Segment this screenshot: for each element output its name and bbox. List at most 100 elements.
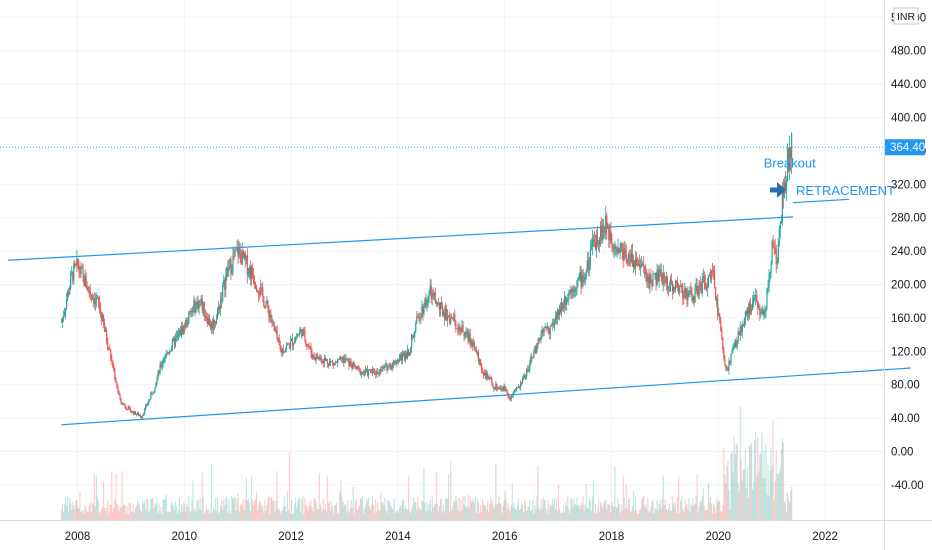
volume-bar	[587, 509, 589, 520]
candle-body	[625, 254, 627, 264]
volume-bar	[226, 496, 228, 520]
candle-body	[164, 358, 166, 360]
volume-bar	[156, 496, 158, 520]
volume-bar	[641, 499, 643, 520]
volume-bar	[293, 503, 296, 520]
candle-body	[787, 147, 790, 170]
volume-bar	[106, 508, 108, 520]
candle-body	[245, 255, 247, 260]
trendlines[interactable]	[8, 198, 911, 426]
volume-bar	[336, 502, 338, 520]
volume-bar	[146, 498, 148, 520]
volume-bar	[602, 508, 604, 520]
x-axis-labels[interactable]: 2008 2010 2012 2014 2016 2018 2020 2022	[65, 531, 838, 543]
volume-bar	[250, 476, 253, 520]
volume-bar	[603, 501, 605, 520]
volume-bar	[91, 503, 93, 520]
candle-body	[538, 339, 540, 344]
volume-bar	[233, 496, 235, 520]
candle-body	[160, 364, 162, 368]
candle-body	[610, 231, 612, 243]
volume-bar	[498, 496, 500, 520]
candle-body	[331, 361, 334, 363]
volume-bar	[365, 498, 368, 520]
currency-badge[interactable]: INR	[893, 7, 919, 25]
candle-body	[565, 296, 567, 305]
volume-bar	[544, 500, 546, 520]
candle-body	[140, 416, 143, 418]
candle-body	[613, 248, 615, 250]
y-tick-label: 0.00	[891, 447, 913, 459]
candle-body	[633, 260, 636, 268]
candle-body	[248, 267, 251, 273]
volume-bar	[711, 513, 714, 520]
candle-body	[518, 386, 521, 388]
volume-bar	[518, 509, 521, 520]
volume-bar	[150, 498, 152, 520]
volume-bar	[309, 506, 311, 520]
candle-body	[388, 364, 390, 367]
volume-bar	[464, 496, 466, 520]
candle-body	[124, 405, 126, 408]
volume-bar	[262, 505, 264, 520]
candle-body	[334, 363, 336, 365]
volume-bar	[625, 484, 627, 520]
candle-body	[180, 330, 182, 336]
candle-body	[482, 372, 485, 376]
candle-body	[348, 359, 350, 367]
volume-bar	[369, 509, 372, 520]
candle-body	[365, 368, 368, 370]
volume-bar	[394, 512, 396, 520]
candle-body	[108, 348, 110, 349]
volume-bar	[240, 503, 242, 520]
candle-body	[777, 244, 779, 264]
y-axis-labels[interactable]: 520.00480.00440.00400.00360.00320.00280.…	[891, 12, 926, 492]
candle-body	[597, 243, 600, 245]
volume-bar	[368, 506, 371, 520]
candle-body	[313, 354, 315, 358]
candle-body	[170, 348, 172, 352]
candle-body	[110, 349, 112, 359]
candle-body	[87, 286, 89, 290]
volume-bar	[138, 505, 141, 520]
volume-bar	[540, 499, 542, 520]
volume-bar	[379, 510, 381, 520]
candle-body	[122, 403, 124, 405]
candle-body	[395, 363, 397, 365]
volume-bar	[763, 450, 765, 520]
candle-body	[624, 248, 626, 255]
volume-bar	[327, 503, 330, 520]
candle-body	[386, 363, 388, 371]
candle-body	[291, 339, 294, 346]
volume-bar	[484, 504, 487, 520]
volume-bar	[317, 509, 319, 520]
volume-bar	[202, 496, 204, 520]
volume-bar	[670, 510, 673, 520]
candle-body	[611, 242, 613, 244]
volume-bar	[407, 476, 410, 520]
volume-bar	[652, 499, 654, 520]
volume-bar	[466, 506, 468, 520]
volume-bar	[699, 500, 701, 520]
volume-bar	[455, 496, 457, 520]
volume-bar	[566, 506, 568, 520]
volume-bar	[318, 473, 320, 520]
volume-bar	[414, 501, 416, 520]
candle-body	[590, 246, 592, 250]
volume-bar	[690, 503, 692, 520]
annotations[interactable]: Breakout RETRACEMENT	[764, 155, 895, 198]
candle-body	[459, 326, 461, 331]
volume-bar	[267, 497, 269, 520]
candle-body	[391, 365, 393, 368]
volume-bar	[511, 483, 513, 520]
volume-bar	[239, 505, 241, 520]
candle-body	[121, 402, 123, 405]
volume-bar	[572, 507, 574, 520]
candle-body	[554, 315, 557, 322]
volume-bar	[154, 503, 156, 520]
volume-bar	[155, 505, 157, 520]
candle-body	[128, 406, 130, 408]
volume-bar	[457, 509, 459, 520]
